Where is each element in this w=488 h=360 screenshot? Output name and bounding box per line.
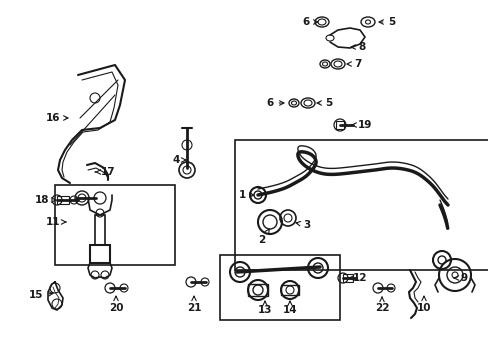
Text: 19: 19 — [351, 120, 371, 130]
Text: 9: 9 — [453, 273, 467, 283]
Text: 16: 16 — [46, 113, 68, 123]
Text: 1: 1 — [238, 190, 253, 200]
Text: 15: 15 — [29, 290, 53, 300]
Text: 5: 5 — [316, 98, 332, 108]
Bar — [247, 284, 267, 296]
Bar — [55, 185, 175, 265]
Bar — [220, 255, 339, 320]
Text: 8: 8 — [350, 42, 365, 52]
Bar — [335, 121, 343, 129]
Text: 4: 4 — [172, 155, 185, 165]
Text: 20: 20 — [108, 296, 123, 313]
Bar — [90, 245, 110, 263]
Text: 7: 7 — [346, 59, 361, 69]
Text: 10: 10 — [416, 296, 430, 313]
Bar — [95, 215, 105, 245]
Text: 12: 12 — [348, 273, 366, 283]
Text: 18: 18 — [35, 195, 56, 205]
Text: 2: 2 — [258, 229, 269, 245]
Text: 22: 22 — [374, 297, 388, 313]
Bar — [235, 140, 488, 270]
Bar — [57, 196, 69, 204]
Text: 6: 6 — [266, 98, 284, 108]
Bar — [342, 274, 352, 282]
Text: 13: 13 — [257, 301, 272, 315]
Text: 5: 5 — [378, 17, 395, 27]
Text: 17: 17 — [95, 167, 115, 177]
Text: 14: 14 — [282, 301, 297, 315]
Text: 21: 21 — [186, 296, 201, 313]
Text: 6: 6 — [302, 17, 317, 27]
Text: 11: 11 — [46, 217, 66, 227]
Text: 3: 3 — [295, 220, 310, 230]
Bar — [281, 285, 298, 295]
